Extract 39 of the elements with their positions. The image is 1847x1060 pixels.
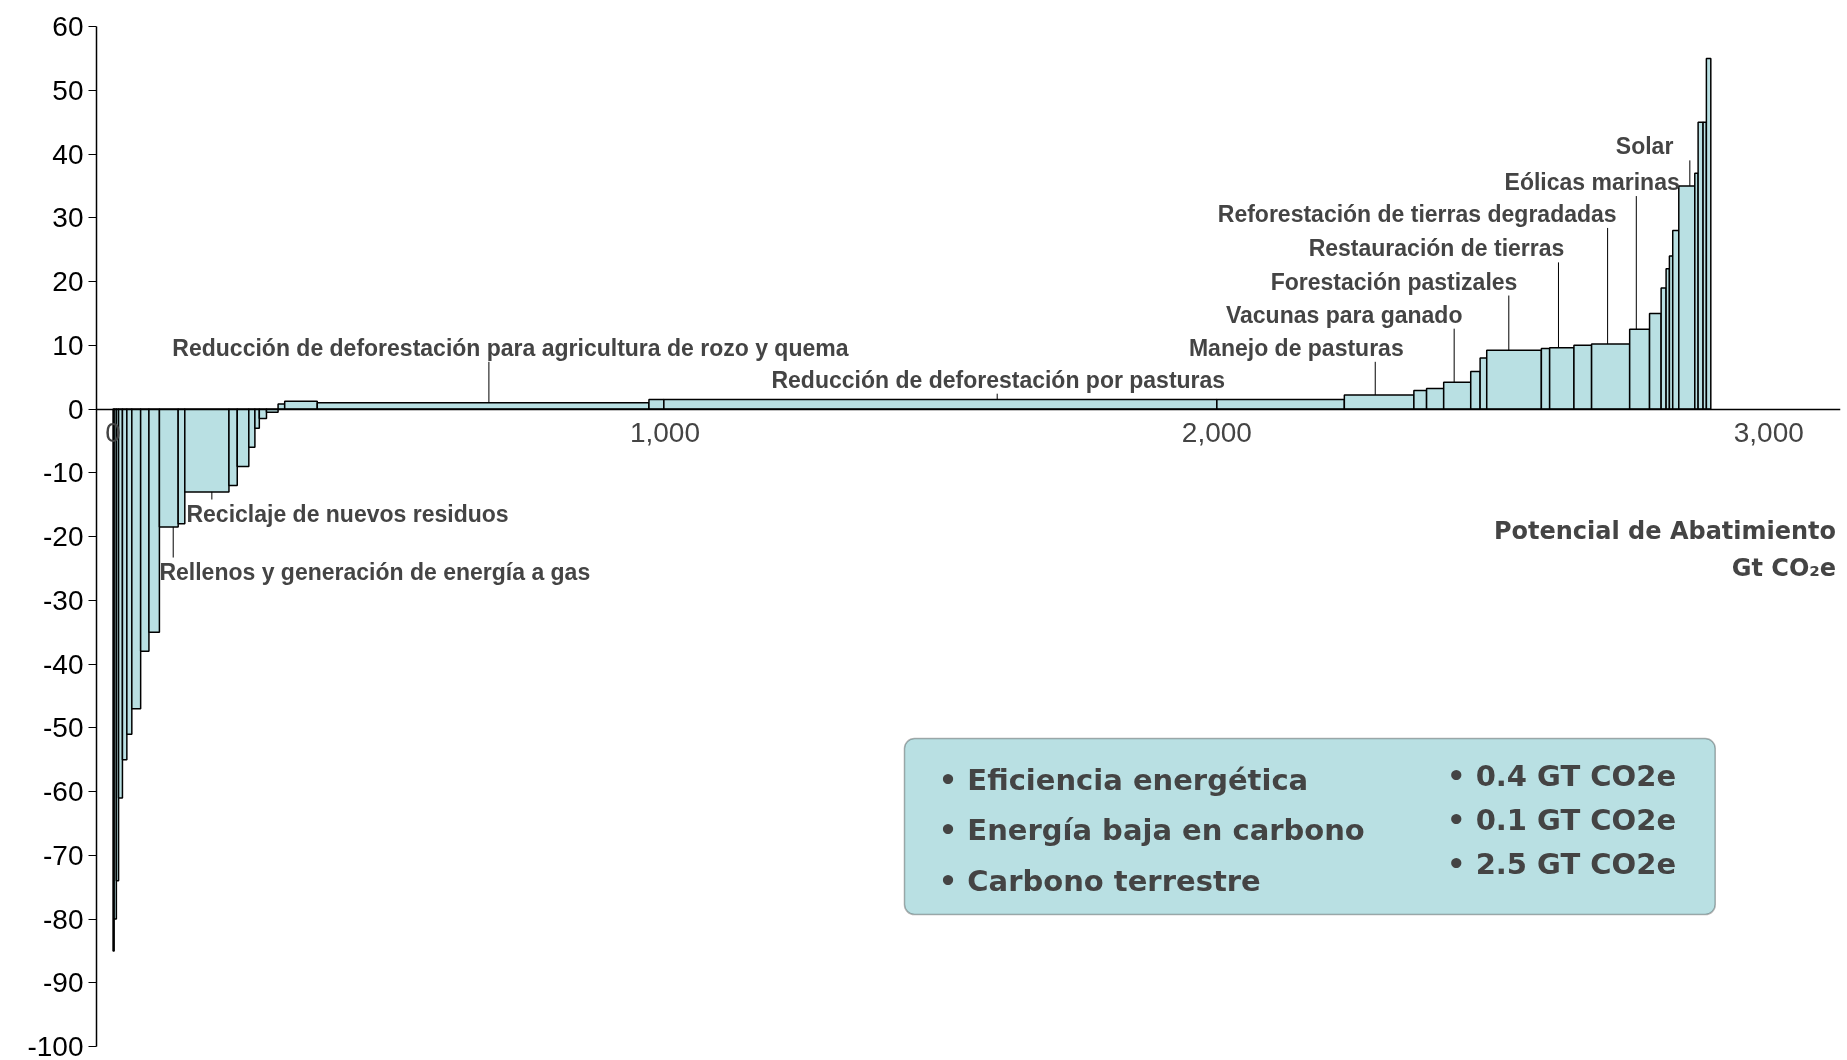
y-tick-label: 60	[52, 11, 84, 42]
y-tick-label: -70	[43, 839, 84, 871]
annotation: Reforestación de tierras degradadas	[1217, 200, 1617, 227]
annotation: • 2.5 GT CO2e	[1447, 846, 1677, 881]
annotation: • Energía baja en carbono	[938, 813, 1365, 848]
y-tick-label: -40	[43, 648, 84, 680]
annotation: Vacunas para ganado	[1225, 301, 1463, 328]
y-tick-label: -60	[43, 776, 84, 807]
y-tick-label: 10	[52, 329, 84, 361]
annotation: • 0.1 GT CO2e	[1447, 802, 1677, 837]
y-tick-label: 40	[52, 138, 84, 170]
annotation: Reducción de deforestación por pasturas	[771, 366, 1226, 393]
annotation: Reciclaje de nuevos residuos	[186, 500, 509, 527]
annotation: • Carbono terrestre	[938, 863, 1261, 898]
annotation: Eólicas marinas	[1504, 169, 1680, 196]
annotation: Restauración de tierras	[1308, 235, 1565, 262]
y-tick-label: 50	[52, 74, 84, 106]
x-tick-label: 2,000	[1181, 417, 1252, 448]
y-tick-label: 20	[52, 266, 84, 297]
annotation: Manejo de pasturas	[1188, 334, 1404, 361]
x-axis-title: Potencial de Abatimiento Gt CO₂e	[1493, 517, 1837, 582]
annotation: • 0.4 GT CO2e	[1447, 759, 1677, 794]
annotation: • Eficiencia energética	[938, 763, 1309, 798]
x-tick-label: 1,000	[629, 417, 700, 448]
annotation: Reducción de deforestación para agricultura de rozo y quema	[172, 334, 849, 361]
x-tick-label: 3,000	[1733, 417, 1804, 448]
y-tick-label: 30	[52, 202, 84, 234]
y-tick-label: -10	[43, 457, 84, 489]
y-tick-label: -90	[43, 967, 84, 999]
y-tick-label: -30	[43, 584, 84, 616]
y-tick-label: -100	[27, 1031, 84, 1060]
annotation: Solar	[1615, 133, 1674, 160]
x-tick-label: 0	[105, 417, 121, 448]
y-tick-label: 0	[67, 393, 84, 425]
annotation: Rellenos y generación de energía a gas	[159, 558, 591, 585]
y-tick-label: -20	[43, 521, 84, 552]
y-tick-label: -80	[43, 903, 84, 935]
annotation: Forestación pastizales	[1270, 268, 1518, 295]
y-tick-label: -50	[43, 712, 84, 744]
